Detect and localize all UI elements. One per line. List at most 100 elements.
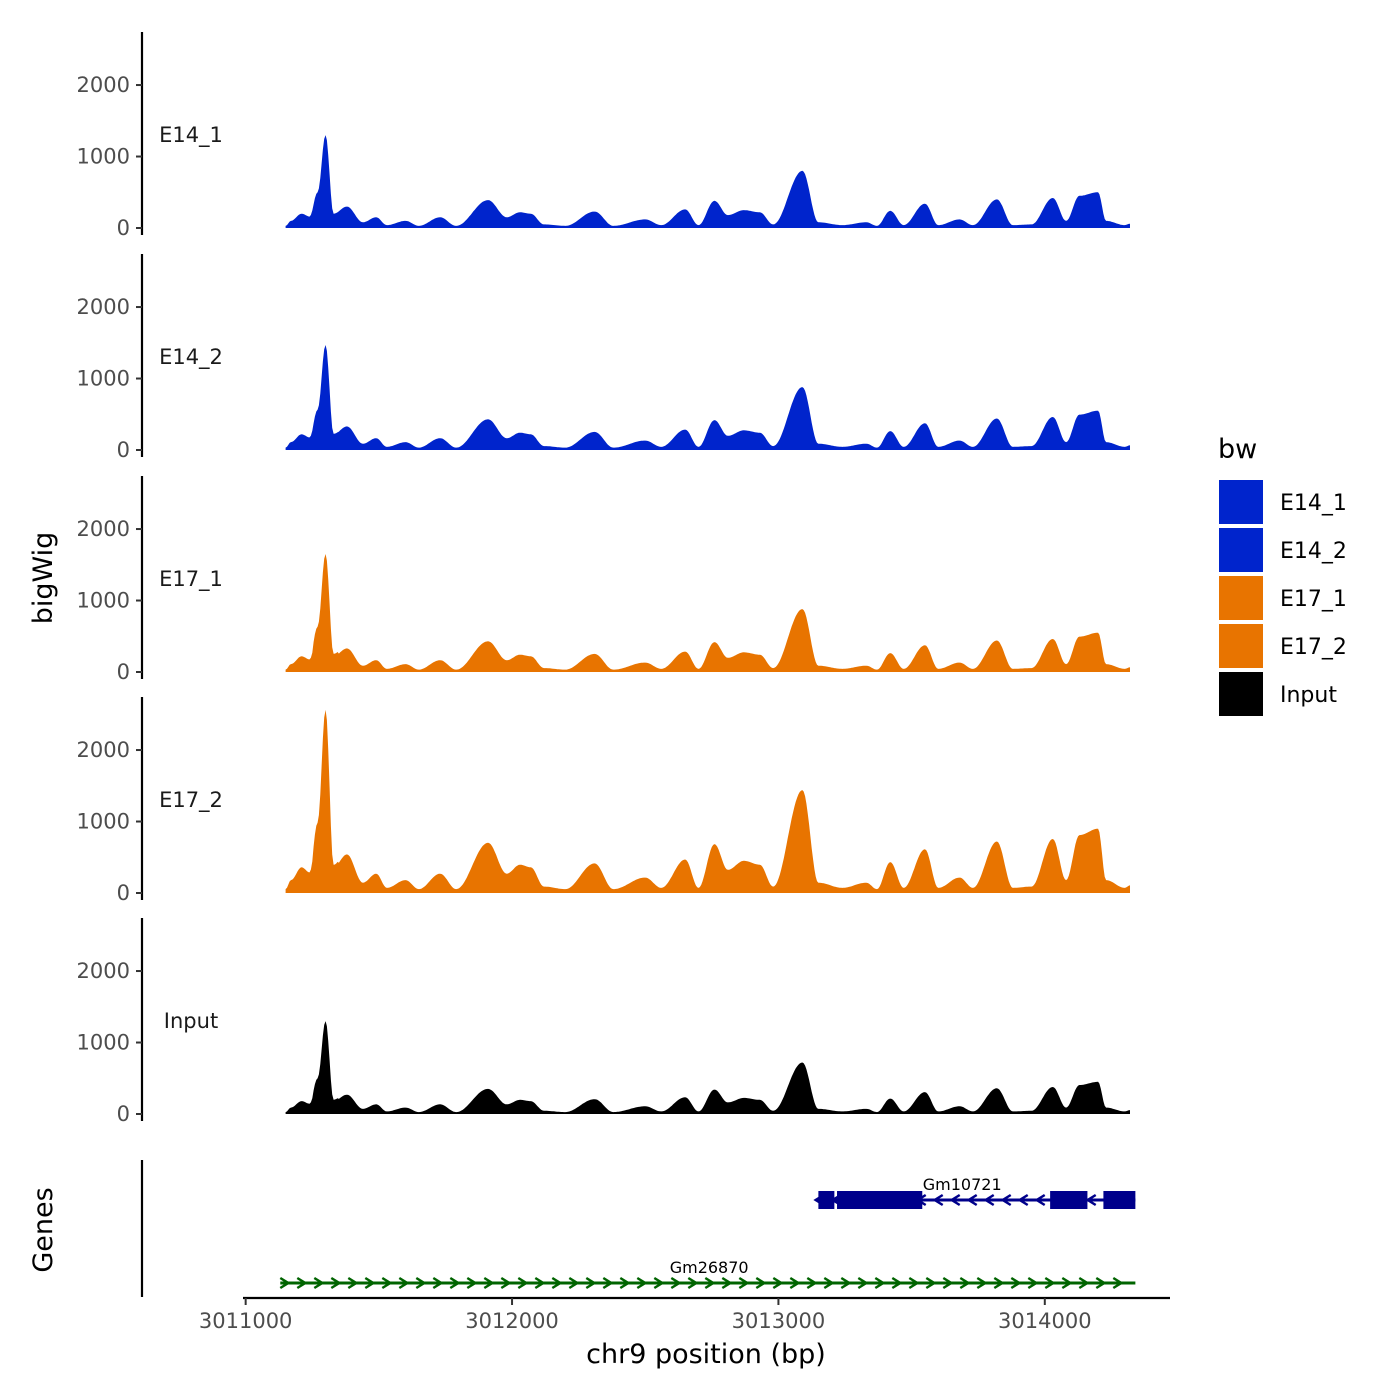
track-label-e17_1: E17_1 xyxy=(159,567,223,592)
strand-arrow xyxy=(789,1276,801,1290)
strand-arrow xyxy=(636,1276,648,1290)
exon-block xyxy=(1103,1191,1136,1209)
legend-swatch-e14_2 xyxy=(1219,528,1263,572)
strand-arrow xyxy=(908,1276,920,1290)
signal-area-e17_1 xyxy=(285,554,1131,672)
strand-arrow xyxy=(551,1276,563,1290)
signal-area-e17_2 xyxy=(285,709,1131,893)
track-e17_1: 0 1000 2000 E17_1 xyxy=(77,476,1131,684)
strand-arrow xyxy=(993,1276,1005,1290)
gene-label-gm10721: Gm10721 xyxy=(923,1175,1002,1194)
legend-swatch-input xyxy=(1219,672,1263,716)
strand-arrow xyxy=(1017,1193,1029,1207)
signal-area-e14_1 xyxy=(285,135,1131,228)
strand-arrow xyxy=(347,1276,359,1290)
genes-panel: Gm10721 Gm26870 xyxy=(140,1160,1136,1297)
y-tick-label: 0 xyxy=(117,216,130,240)
strand-arrow xyxy=(823,1276,835,1290)
strand-arrow xyxy=(364,1276,376,1290)
strand-arrow xyxy=(959,1276,971,1290)
x-tick-label: 3014000 xyxy=(998,1309,1092,1333)
exon-block xyxy=(1050,1191,1088,1209)
strand-arrow xyxy=(976,1276,988,1290)
strand-arrow xyxy=(755,1276,767,1290)
signal-tracks: 0 1000 2000 E14_1 0 1000 2000 E14_2 0 1000 2000 E17… xyxy=(77,32,1131,1126)
track-label-e17_2: E17_2 xyxy=(159,788,223,813)
genes-axis-title: Genes xyxy=(28,1187,59,1272)
strand-arrow xyxy=(1095,1276,1107,1290)
strand-arrow xyxy=(1085,1193,1097,1207)
strand-arrow xyxy=(1044,1276,1056,1290)
legend-label-e17_1: E17_1 xyxy=(1280,587,1347,612)
strand-arrow xyxy=(1034,1193,1046,1207)
track-label-input: Input xyxy=(164,1009,218,1033)
y-tick-label: 1000 xyxy=(77,589,130,613)
strand-arrow xyxy=(602,1276,614,1290)
strand-arrow xyxy=(653,1276,665,1290)
x-tick-label: 3012000 xyxy=(465,1309,559,1333)
strand-arrow xyxy=(1000,1193,1012,1207)
strand-arrow xyxy=(1061,1276,1073,1290)
strand-arrow xyxy=(619,1276,631,1290)
legend-label-e14_2: E14_2 xyxy=(1280,539,1347,564)
strand-arrow xyxy=(670,1276,682,1290)
strand-arrow xyxy=(721,1276,733,1290)
gene-gm10721: Gm10721 xyxy=(813,1175,1136,1209)
y-tick-label: 0 xyxy=(117,1102,130,1126)
strand-arrow xyxy=(806,1276,818,1290)
strand-arrow xyxy=(330,1276,342,1290)
gene-label-gm26870: Gm26870 xyxy=(670,1258,749,1277)
strand-arrow xyxy=(874,1276,886,1290)
strand-arrow xyxy=(313,1276,325,1290)
strand-arrow xyxy=(1010,1276,1022,1290)
y-tick-label: 1000 xyxy=(77,367,130,391)
track-e17_2: 0 1000 2000 E17_2 xyxy=(77,697,1131,905)
y-tick-label: 1000 xyxy=(77,810,130,834)
track-e14_1: 0 1000 2000 E14_1 xyxy=(77,32,1131,240)
signal-area-input xyxy=(285,1021,1131,1114)
legend: bw E14_1 E14_2 E17_1 E17_2 Input xyxy=(1218,434,1347,716)
x-axis: 3011000 3012000 3013000 3014000 xyxy=(199,1296,1170,1333)
strand-arrow xyxy=(279,1276,291,1290)
strand-arrow xyxy=(687,1276,699,1290)
strand-arrow xyxy=(534,1276,546,1290)
y-axis-title: bigWig xyxy=(28,532,59,625)
track-label-e14_1: E14_1 xyxy=(159,123,223,148)
strand-arrow xyxy=(381,1276,393,1290)
strand-arrow xyxy=(1027,1276,1039,1290)
gene-gm26870: Gm26870 xyxy=(279,1258,1136,1290)
legend-swatch-e17_1 xyxy=(1219,576,1263,620)
legend-swatch-e17_2 xyxy=(1219,624,1263,668)
strand-arrow xyxy=(925,1276,937,1290)
strand-arrow xyxy=(517,1276,529,1290)
y-tick-label: 0 xyxy=(117,660,130,684)
legend-swatch-e14_1 xyxy=(1219,480,1263,524)
x-tick-label: 3013000 xyxy=(732,1309,826,1333)
exon-block xyxy=(837,1191,923,1209)
y-tick-label: 2000 xyxy=(77,295,130,319)
strand-arrow xyxy=(772,1276,784,1290)
y-tick-label: 1000 xyxy=(77,145,130,169)
legend-label-input: Input xyxy=(1280,683,1337,708)
legend-label-e14_1: E14_1 xyxy=(1280,491,1347,516)
x-tick-label: 3011000 xyxy=(199,1309,293,1333)
strand-arrow xyxy=(398,1276,410,1290)
y-tick-label: 0 xyxy=(117,438,130,462)
exon-block xyxy=(818,1191,835,1209)
signal-area-e14_2 xyxy=(285,345,1131,450)
y-tick-label: 2000 xyxy=(77,517,130,541)
y-tick-label: 2000 xyxy=(77,959,130,983)
strand-arrow xyxy=(942,1276,954,1290)
strand-arrow xyxy=(585,1276,597,1290)
strand-arrow xyxy=(891,1276,903,1290)
legend-label-e17_2: E17_2 xyxy=(1280,635,1347,660)
track-input: 0 1000 2000 Input xyxy=(77,918,1131,1126)
strand-arrow xyxy=(568,1276,580,1290)
strand-arrow xyxy=(932,1193,944,1207)
strand-arrow xyxy=(966,1193,978,1207)
y-tick-label: 2000 xyxy=(77,73,130,97)
strand-arrow xyxy=(857,1276,869,1290)
strand-arrow xyxy=(449,1276,461,1290)
strand-arrow xyxy=(1078,1276,1090,1290)
strand-arrow xyxy=(500,1276,512,1290)
